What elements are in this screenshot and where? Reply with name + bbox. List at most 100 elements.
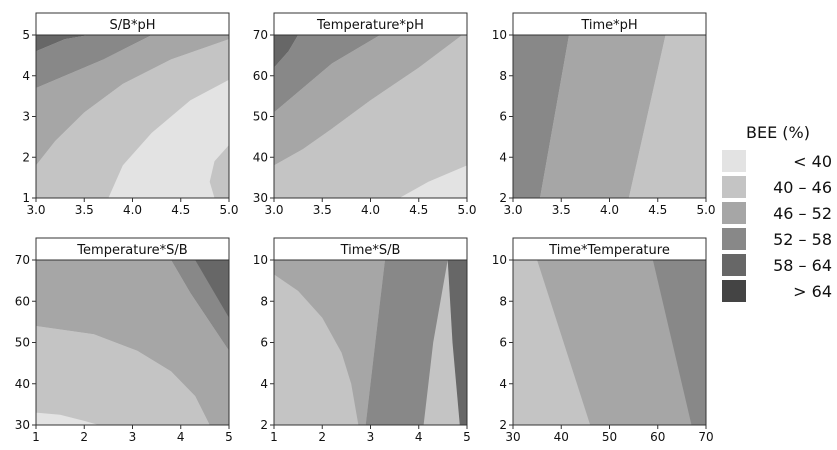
x-tick-label: 3.5 bbox=[313, 203, 332, 217]
contour-regions bbox=[274, 260, 467, 425]
contour-region-level-4 bbox=[195, 260, 229, 318]
contour-region-level-1 bbox=[274, 274, 359, 425]
contour-regions bbox=[513, 260, 706, 425]
x-tick-label: 3.0 bbox=[26, 203, 45, 217]
y-tick-label: 4 bbox=[260, 377, 268, 391]
y-tick-label: 70 bbox=[253, 28, 268, 42]
contour-regions bbox=[36, 35, 229, 198]
contour-region-level-3 bbox=[365, 260, 448, 425]
contour-region-level-1 bbox=[36, 326, 210, 425]
contour-region-level-0 bbox=[108, 79, 229, 198]
x-tick-label: 3.0 bbox=[503, 203, 522, 217]
x-tick-label: 3.5 bbox=[75, 203, 94, 217]
panel-title: Temperature*pH bbox=[316, 18, 424, 33]
y-tick-label: 8 bbox=[499, 69, 507, 83]
contour-region-level-3 bbox=[274, 35, 381, 113]
y-tick-label: 2 bbox=[499, 191, 507, 205]
x-tick-label: 4.0 bbox=[600, 203, 619, 217]
panel-title: Temperature*S/B bbox=[76, 243, 187, 258]
y-tick-label: 40 bbox=[253, 150, 268, 164]
x-tick-label: 4.5 bbox=[648, 203, 667, 217]
legend-swatch bbox=[722, 202, 746, 224]
contour-region-level-4 bbox=[274, 35, 299, 68]
panel-title-box bbox=[512, 12, 707, 36]
x-tick-label: 4.5 bbox=[409, 203, 428, 217]
contour-region-level-2 bbox=[274, 35, 463, 166]
x-tick-label: 3.0 bbox=[264, 203, 283, 217]
legend-swatch bbox=[722, 150, 746, 172]
y-tick-label: 6 bbox=[260, 336, 268, 350]
x-tick-label: 5.0 bbox=[457, 203, 476, 217]
x-tick-label: 3 bbox=[129, 430, 137, 444]
panel-3: Time*pH 3.0 3.5 4.0 4.5 5.0 2 4 6 8 10 bbox=[492, 12, 716, 217]
x-tick-label: 4.5 bbox=[171, 203, 190, 217]
legend: BEE (%) < 40 40 – 46 46 – 52 52 – 58 58 – 64… bbox=[722, 123, 832, 302]
contour-region-level-3 bbox=[652, 260, 706, 425]
x-tick-label: 3.5 bbox=[552, 203, 571, 217]
y-tick-label: 30 bbox=[253, 191, 268, 205]
legend-swatch bbox=[722, 176, 746, 198]
panel-1: S/B*pH 3.0 3.5 4.0 4.5 5.0 1 2 3 4 5 bbox=[22, 12, 239, 217]
contour-regions bbox=[513, 35, 706, 198]
legend-label: > 64 bbox=[793, 282, 832, 301]
panel-title: Time*S/B bbox=[340, 243, 401, 258]
x-tick-label: 4.0 bbox=[361, 203, 380, 217]
panel-title: Time*pH bbox=[580, 18, 637, 33]
y-tick-label: 10 bbox=[492, 253, 507, 267]
y-tick-label: 10 bbox=[253, 253, 268, 267]
y-tick-label: 4 bbox=[22, 69, 30, 83]
x-tick-label: 1 bbox=[32, 430, 40, 444]
y-tick-label: 60 bbox=[253, 69, 268, 83]
contour-region-level-3 bbox=[36, 35, 152, 88]
contour-region-level-1 bbox=[628, 35, 706, 198]
legend-title: BEE (%) bbox=[746, 123, 810, 142]
contour-region-level-1 bbox=[513, 260, 591, 425]
y-tick-label: 50 bbox=[15, 336, 30, 350]
legend-label: 40 – 46 bbox=[773, 178, 832, 197]
x-tick-label: 4.0 bbox=[123, 203, 142, 217]
panel-title: Time*Temperature bbox=[548, 243, 670, 258]
panel-4: Temperature*S/B 1 2 3 4 5 30 40 50 60 70 bbox=[15, 237, 233, 444]
panel-title-box bbox=[512, 237, 707, 261]
x-tick-label: 2 bbox=[318, 430, 326, 444]
y-tick-label: 70 bbox=[15, 253, 30, 267]
x-tick-label: 40 bbox=[554, 430, 569, 444]
x-tick-label: 4 bbox=[415, 430, 423, 444]
legend-label: 52 – 58 bbox=[773, 230, 832, 249]
x-tick-label: 70 bbox=[698, 430, 713, 444]
legend-swatch bbox=[722, 280, 746, 302]
contour-region-level-4 bbox=[447, 260, 467, 425]
contour-region-level-0 bbox=[36, 412, 99, 425]
legend-label: 46 – 52 bbox=[773, 204, 832, 223]
y-tick-label: 2 bbox=[260, 418, 268, 432]
contour-region-level-4 bbox=[36, 35, 90, 52]
y-tick-label: 2 bbox=[22, 150, 30, 164]
x-tick-label: 30 bbox=[505, 430, 520, 444]
legend-swatch bbox=[722, 254, 746, 276]
legend-swatch bbox=[722, 228, 746, 250]
y-tick-label: 2 bbox=[499, 418, 507, 432]
contour-panels: S/B*pH 3.0 3.5 4.0 4.5 5.0 1 2 3 4 5 Temperature*pH… bbox=[15, 12, 716, 444]
x-tick-label: 3 bbox=[367, 430, 375, 444]
x-tick-label: 5 bbox=[463, 430, 471, 444]
panel-title: S/B*pH bbox=[109, 18, 155, 33]
contour-region-level-2 bbox=[540, 35, 666, 198]
y-tick-label: 6 bbox=[499, 110, 507, 124]
y-tick-label: 1 bbox=[22, 191, 30, 205]
y-tick-label: 30 bbox=[15, 418, 30, 432]
x-tick-label: 60 bbox=[650, 430, 665, 444]
y-tick-label: 8 bbox=[260, 294, 268, 308]
contour-region-level-0 bbox=[399, 165, 467, 198]
x-tick-label: 5.0 bbox=[219, 203, 238, 217]
y-tick-label: 8 bbox=[499, 294, 507, 308]
contour-region-level-2 bbox=[36, 260, 229, 425]
x-tick-label: 5 bbox=[225, 430, 233, 444]
y-tick-label: 5 bbox=[22, 28, 30, 42]
y-tick-label: 6 bbox=[499, 336, 507, 350]
x-tick-label: 2 bbox=[80, 430, 88, 444]
panel-6: Time*Temperature 30 40 50 60 70 2 4 6 8 10 bbox=[492, 237, 714, 444]
contour-region-level-3 bbox=[513, 35, 569, 198]
panel-2: Temperature*pH 3.0 3.5 4.0 4.5 5.0 30 40 50 60 70 bbox=[253, 12, 477, 217]
y-tick-label: 4 bbox=[499, 377, 507, 391]
